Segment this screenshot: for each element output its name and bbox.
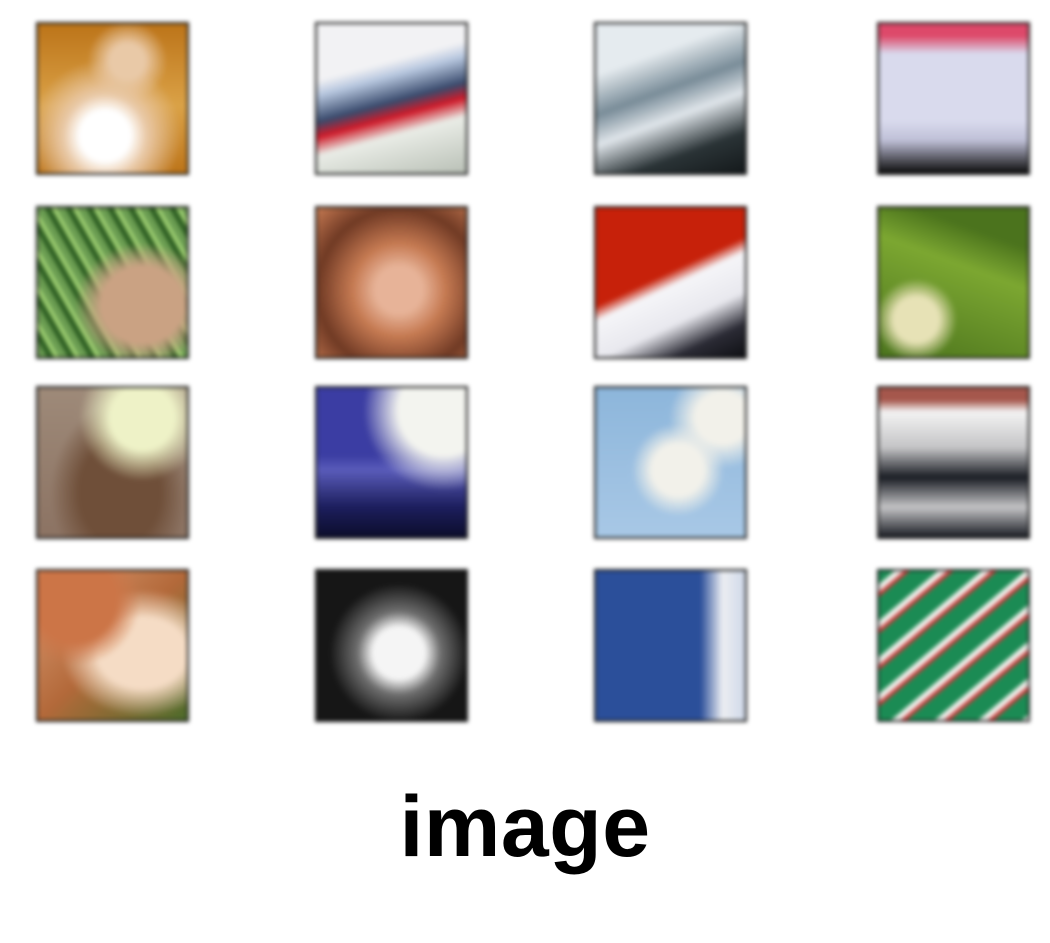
tile-image-ship-green [879,571,1028,720]
image-tile [594,386,747,539]
tile-image-frog [317,208,466,357]
image-tile [315,569,468,722]
tile-image-car-blue [317,388,466,537]
tile-image-airplane [596,388,745,537]
image-tile [36,569,189,722]
image-tile [877,206,1030,359]
image-tile [877,569,1030,722]
image-tile [877,22,1030,175]
tile-image-car-red [596,208,745,357]
tile-image-truck [879,388,1028,537]
image-tile [594,569,747,722]
tile-image-frog-in-grass [38,208,187,357]
image-tile [36,386,189,539]
tile-image-truck-blue [596,571,745,720]
tile-image-dog [38,571,187,720]
image-tile [594,206,747,359]
tile-image-frog-green [879,208,1028,357]
tile-image-horse [317,571,466,720]
tile-image-cat [38,388,187,537]
image-tile [594,22,747,175]
image-tile [315,386,468,539]
image-tile [36,22,189,175]
tile-image-boat [596,24,745,173]
tile-image-boat [317,24,466,173]
tile-image-boat-hull [879,24,1028,173]
caption: image [399,779,651,875]
image-tile [315,22,468,175]
tile-image-blurred-animal-brown [38,24,187,173]
image-tile [877,386,1030,539]
image-tile [315,206,468,359]
image-tile [36,206,189,359]
